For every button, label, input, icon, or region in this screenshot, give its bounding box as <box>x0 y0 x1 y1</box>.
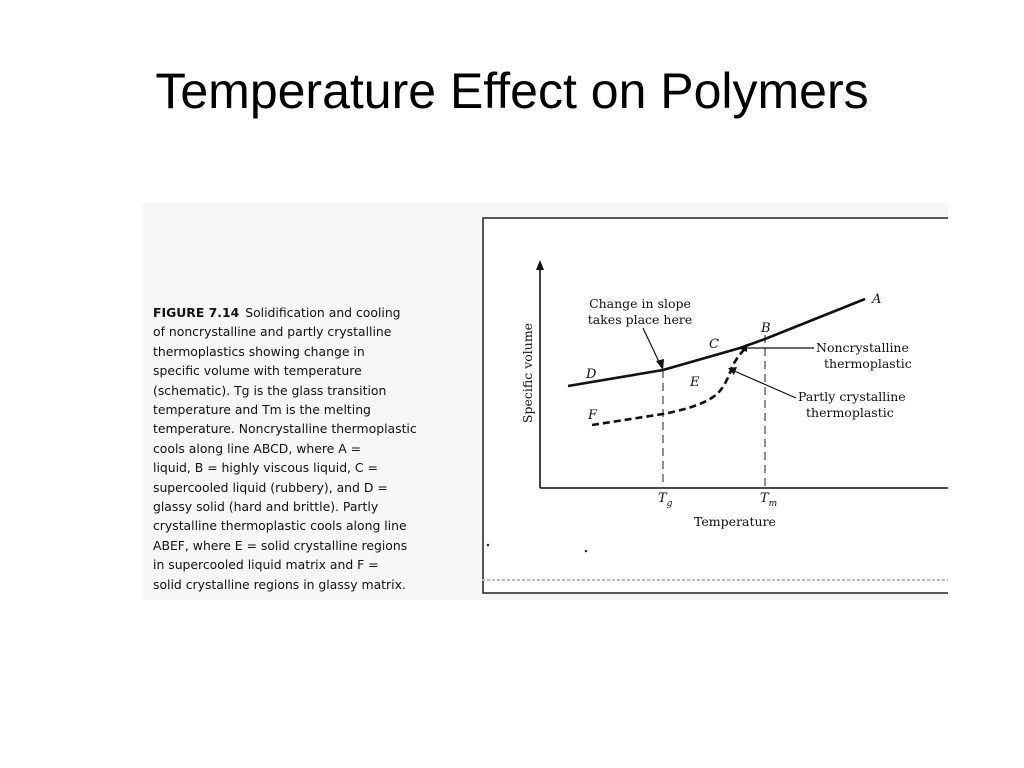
x-axis-label: Temperature <box>694 514 776 529</box>
slope-annotation-line2: takes place here <box>588 312 692 327</box>
scan-speck <box>584 549 588 553</box>
point-label-b: B <box>760 321 771 336</box>
point-label-e: E <box>689 375 700 390</box>
partly-crystalline-arrowhead-icon <box>728 367 737 375</box>
partly-crystalline-label-line2: thermoplastic <box>806 405 894 420</box>
point-label-a: A <box>871 292 881 307</box>
point-label-d: D <box>585 367 597 382</box>
specific-volume-diagram: Change in slope takes place here Noncrys… <box>482 217 948 594</box>
noncrystalline-label-line1: Noncrystalline <box>816 340 909 355</box>
figure-caption: FIGURE 7.14 Solidification and cooling of… <box>153 303 453 594</box>
y-axis-arrow <box>536 260 544 270</box>
y-axis-label: Specific volume <box>520 323 535 423</box>
tick-label-tm: Tm <box>760 491 777 509</box>
figure-caption-text: Solidification and cooling of noncrystal… <box>153 305 417 592</box>
point-label-f: F <box>587 408 598 423</box>
noncrystalline-label-line2: thermoplastic <box>824 356 912 371</box>
figure-label: FIGURE 7.14 <box>153 305 240 320</box>
partly-crystalline-curve <box>591 346 748 427</box>
slope-annotation-line1: Change in slope <box>589 296 691 311</box>
noncrystalline-arrowhead-icon <box>738 344 747 352</box>
partly-crystalline-leader <box>731 369 797 399</box>
slope-annotation-arrow <box>642 327 662 367</box>
slide-title: Temperature Effect on Polymers <box>155 63 869 119</box>
tick-label-tg: Tg <box>658 491 673 509</box>
diagram-frame <box>482 217 948 594</box>
partly-crystalline-label-line1: Partly crystalline <box>798 389 906 404</box>
slope-arrowhead-icon <box>656 359 664 370</box>
point-label-c: C <box>709 337 719 352</box>
scan-speck <box>486 543 490 547</box>
